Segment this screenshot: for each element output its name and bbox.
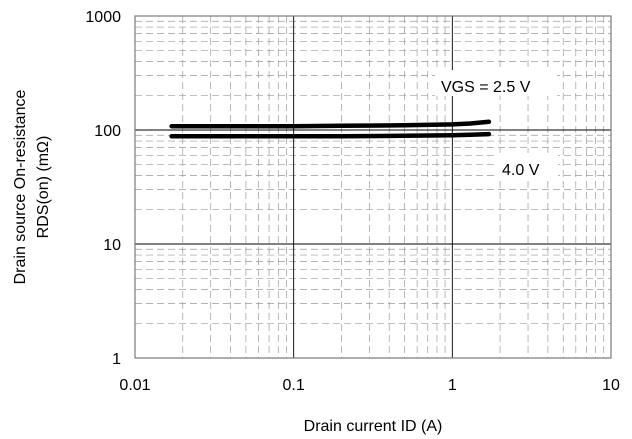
x-tick-labels: 0.01 0.1 1 10	[119, 377, 620, 394]
series-line-4.0v	[169, 131, 492, 139]
y-tick-label: 10	[103, 237, 121, 254]
y-tick-labels: 1 10 100 1000	[85, 9, 121, 368]
series-label-4.0v-text: 4.0 V	[502, 162, 540, 179]
series-label-vgs-2.5v: VGS = 2.5 V	[435, 70, 557, 96]
y-axis-title: Drain source On-resistance RDS(on) (mΩ)	[12, 90, 52, 285]
series-layer	[169, 119, 492, 139]
x-tick-label: 0.01	[119, 377, 150, 394]
y-axis-title-line-1: Drain source On-resistance	[12, 90, 29, 285]
x-axis-title: Drain current ID (A)	[304, 418, 443, 435]
x-tick-label: 10	[602, 377, 620, 394]
minor-gridlines	[135, 16, 611, 358]
series-label-4.0v: 4.0 V	[496, 153, 558, 179]
series-label-vgs-2.5v-text: VGS = 2.5 V	[441, 79, 531, 96]
y-tick-label: 100	[94, 123, 121, 140]
x-tick-label: 1	[448, 377, 457, 394]
y-tick-label: 1000	[85, 9, 121, 26]
y-axis-title-line-2: RDS(on) (mΩ)	[35, 136, 52, 239]
x-tick-label: 0.1	[283, 377, 305, 394]
series-line-vgs-2.5v	[169, 119, 492, 129]
y-tick-label: 1	[112, 351, 121, 368]
plot-frame	[134, 15, 612, 359]
